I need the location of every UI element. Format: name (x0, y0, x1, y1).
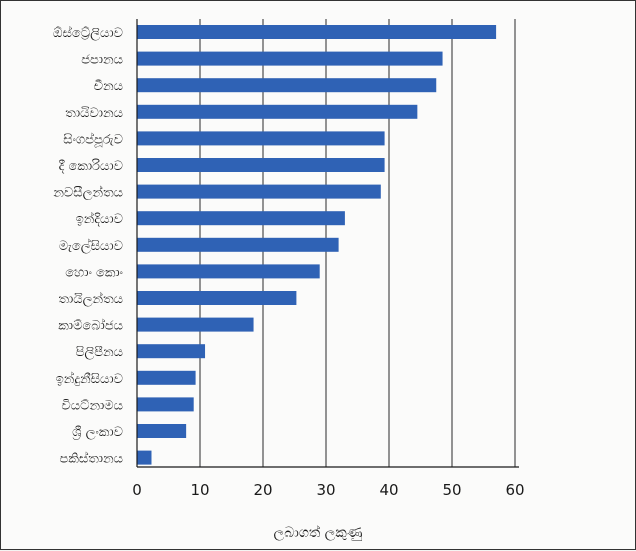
bar-13 (137, 370, 196, 385)
category-label-5: දී කොරියාව (59, 158, 123, 174)
bar-14 (137, 397, 194, 412)
category-label-16: පකිස්තානය (60, 450, 123, 466)
category-label-8: මැලේසියාව (59, 238, 123, 254)
bar-12 (137, 344, 206, 359)
bar-9 (137, 264, 320, 279)
category-label-0: ඕස්ට්‍රේලියාව (53, 25, 123, 41)
bar-4 (137, 131, 385, 146)
bar-0 (137, 25, 497, 39)
x-tick-labels: 0 10 20 30 40 50 60 (132, 481, 524, 499)
x-tick-label-0: 0 (132, 481, 142, 499)
x-axis-title: ලබාගත් ලකුණු (274, 525, 363, 542)
bar-3 (137, 104, 418, 119)
bars (137, 25, 497, 465)
category-label-6: නවසීලන්තය (53, 184, 123, 200)
category-label-14: වියට්නාමය (61, 398, 123, 413)
bar-2 (137, 78, 437, 93)
bar-16 (137, 450, 152, 465)
x-tick-label-40: 40 (379, 481, 398, 499)
category-label-10: තායිලන්තය (58, 291, 123, 307)
bar-7 (137, 211, 345, 226)
category-label-2: චීනය (94, 79, 123, 94)
category-label-13: ඉන්දුනීසියාව (56, 371, 123, 387)
category-label-11: කාම්බෝජය (58, 318, 123, 334)
x-tick-label-10: 10 (190, 481, 209, 499)
bar-5 (137, 158, 385, 172)
category-labels: ඕස්ට්‍රේලියාව ජපානය චීනය තායිවානය සිංගප්පූරු… (53, 25, 123, 467)
category-label-7: ඉන්දියාව (76, 211, 123, 227)
bar-6 (137, 184, 381, 199)
x-tick-label-60: 60 (505, 481, 524, 499)
bar-15 (137, 424, 187, 438)
category-label-9: හොං කොං (65, 265, 123, 280)
x-tick-label-50: 50 (442, 481, 461, 499)
category-label-15: ශ්‍රී ලංකාව (72, 425, 123, 440)
bar-10 (137, 291, 297, 305)
category-label-12: පිලිපීනය (76, 345, 123, 360)
bar-8 (137, 237, 339, 252)
bar-1 (137, 51, 443, 66)
category-label-1: ජපානය (81, 53, 123, 68)
category-label-3: තායිවානය (65, 106, 123, 121)
x-tick-label-30: 30 (316, 481, 335, 499)
x-tick-label-20: 20 (253, 481, 272, 499)
category-label-4: සිංගප්පූරුව (63, 131, 123, 147)
bar-11 (137, 317, 254, 332)
